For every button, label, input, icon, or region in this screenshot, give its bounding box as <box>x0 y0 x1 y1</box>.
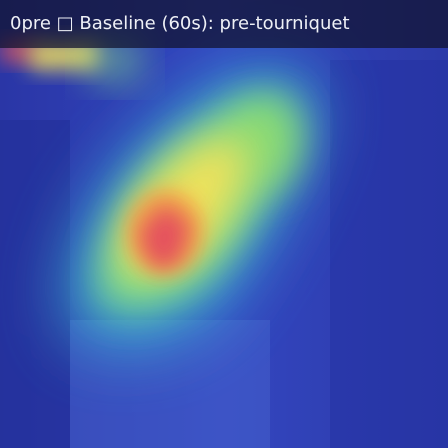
dark-right-region <box>330 60 448 448</box>
dark-left-band <box>0 120 70 448</box>
title-bar: 0pre □ Baseline (60s): pre-tourniquet <box>0 0 448 48</box>
red-core <box>140 205 190 270</box>
heatmap-title: 0pre □ Baseline (60s): pre-tourniquet <box>10 13 350 34</box>
